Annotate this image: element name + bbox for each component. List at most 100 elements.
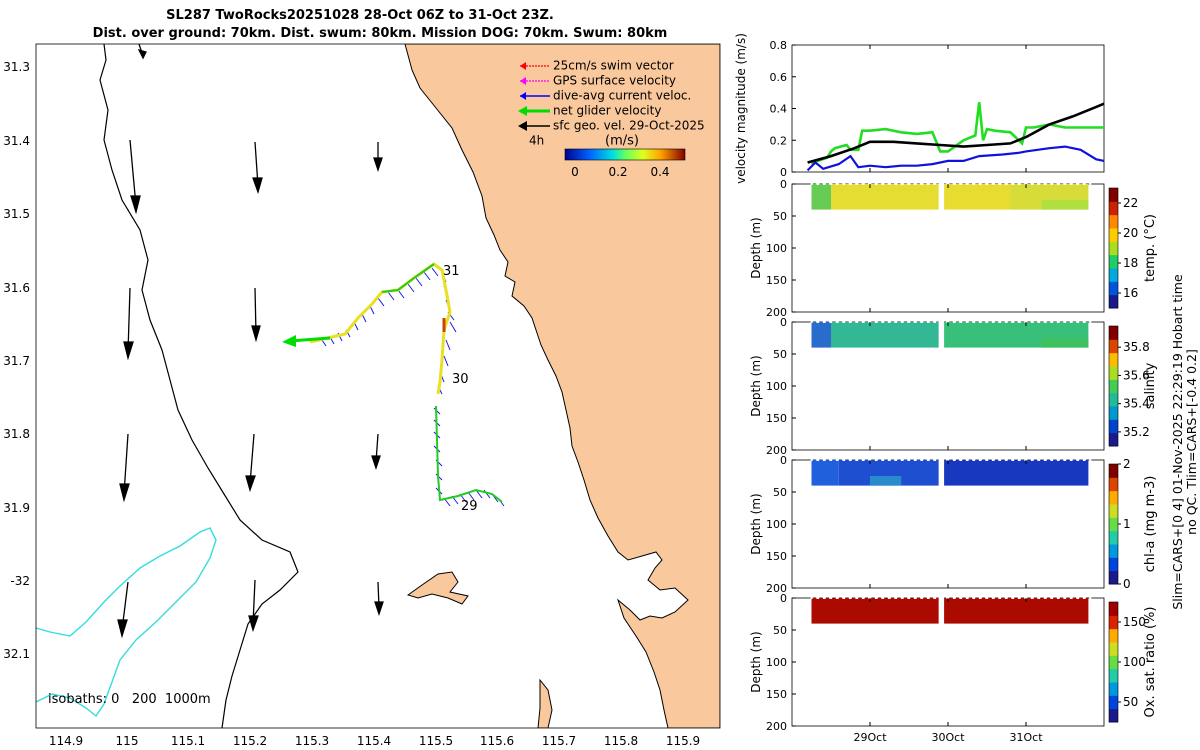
- section-y-tick: 200: [766, 306, 787, 319]
- section-y-tick: 0: [780, 178, 787, 191]
- section-data-band: [811, 322, 831, 348]
- geo-vector: [129, 139, 137, 207]
- velocity-y-tick: 0.2: [770, 134, 788, 147]
- lon-tick: 115.2: [233, 734, 267, 748]
- section-data-band: [811, 184, 831, 210]
- colorbar-segment: [1109, 339, 1118, 354]
- legend-label: dive-avg current veloc.: [553, 89, 691, 103]
- colorbar-tick: 35.2: [1123, 425, 1150, 439]
- section-y-tick: 0: [780, 454, 787, 467]
- lon-tick: 115.6: [480, 734, 514, 748]
- section-y-tick: 150: [766, 688, 787, 701]
- colorbar-segment: [1109, 406, 1118, 420]
- lat-tick: 32.1: [3, 647, 30, 661]
- net-glider-velocity-arrowhead: [282, 335, 296, 347]
- colorbar-segment: [1109, 477, 1118, 492]
- section-y-tick: 150: [766, 550, 787, 563]
- day-label-31: 31: [443, 264, 460, 279]
- legend-entry-sfc-geo: sfc geo. vel. 29-Oct-2025: [518, 119, 705, 133]
- colorbar-label: salinity: [1143, 362, 1158, 409]
- section-panel: 0 50 100 150 200 Depth (m) 0 1 2 chl-a (mg m-3): [749, 454, 1158, 595]
- velocity-panel: 0 0.2 0.4 0.6 0.8 velocity magnitude (m/s): [734, 33, 1105, 184]
- colorbar-segment: [1109, 615, 1118, 630]
- colorbar-tick: 1: [1123, 517, 1131, 531]
- colorbar-segment: [1109, 490, 1118, 505]
- map-legend: 25cm/s swim vector GPS surface velocity …: [518, 59, 705, 179]
- legend-entry-dive-avg: dive-avg current veloc.: [520, 89, 691, 103]
- side-text-line2: no QC. Tlim=CARS+[-0.4 0.2]: [1184, 349, 1199, 535]
- figure-title-line2: Dist. over ground: 70km. Dist. swum: 80k…: [92, 26, 668, 41]
- colorbar-tick: 50: [1123, 695, 1138, 709]
- section-y-tick: 100: [766, 518, 787, 531]
- colorbar-tick: 22: [1123, 196, 1138, 210]
- section-y-tick: 0: [780, 592, 787, 605]
- geo-vector-head: [252, 177, 263, 195]
- velocity-series-line: [807, 102, 1105, 164]
- net-glider-velocity-arrow: [289, 336, 331, 343]
- legend-label: sfc geo. vel. 29-Oct-2025: [553, 119, 705, 133]
- colorbar-segment: [1109, 570, 1118, 585]
- colorbar-segment: [1109, 268, 1118, 282]
- colorbar-segment: [1109, 392, 1118, 407]
- colorbar-tick: 16: [1123, 286, 1138, 300]
- speed-colorbar-tick: 0.2: [608, 165, 627, 179]
- colorbar-units: (m/s): [605, 134, 639, 149]
- velocity-y-tick: 0.6: [770, 71, 788, 84]
- colorbar-segment: [1109, 201, 1118, 216]
- map-y-axis: 31.3 31.4 31.5 31.6 31.7 31.8 31.9 -32 3…: [3, 60, 30, 661]
- colorbar-tick: 100: [1123, 655, 1146, 669]
- colorbar-segment: [1109, 366, 1118, 380]
- lon-tick: 115.1: [171, 734, 205, 748]
- speed-colorbar-tick: 0: [571, 165, 579, 179]
- velocity-ylabel: velocity magnitude (m/s): [734, 33, 748, 184]
- colorbar-segment: [1109, 214, 1118, 229]
- section-y-tick: 200: [766, 582, 787, 595]
- map-frame: [35, 43, 721, 729]
- geo-vector-head: [137, 48, 147, 60]
- time-axis: 29Oct 30Oct 31Oct: [853, 45, 1043, 744]
- lat-tick: 31.8: [3, 427, 30, 441]
- colorbar-tick: 20: [1123, 226, 1138, 240]
- isobath-200m: [99, 44, 299, 728]
- section-y-tick: 150: [766, 274, 787, 287]
- geo-vector-head: [119, 483, 130, 503]
- lat-tick: 31.3: [3, 60, 30, 74]
- colorbar-segment: [1109, 379, 1118, 394]
- section-panel: 0 50 100 150 200 Depth (m) 35.2 35.4 35.6 35.8 sal…: [749, 316, 1158, 457]
- lon-tick: 114.9: [49, 734, 83, 748]
- section-dive-scallops: [810, 319, 1092, 324]
- colorbar-tick: 18: [1123, 256, 1138, 270]
- section-data-band: [811, 598, 941, 624]
- section-y-tick: 200: [766, 444, 787, 457]
- colorbar-tick: 35.8: [1123, 340, 1150, 354]
- day-label-30: 30: [452, 372, 469, 387]
- colorbar-segment: [1109, 695, 1118, 710]
- colorbar-segment: [1109, 642, 1118, 656]
- side-annotation: Slim=CARS+[0 4] 01-Nov-2025 22:29:19 Hob…: [1170, 274, 1199, 610]
- section-ylabel: Depth (m): [749, 355, 763, 416]
- geo-vector-head: [374, 601, 384, 617]
- lon-tick: 115.3: [295, 734, 329, 748]
- colorbar-segment: [1109, 655, 1118, 670]
- land-mass: [404, 44, 720, 728]
- island-rottnest: [406, 571, 469, 605]
- lat-tick: 31.6: [3, 281, 30, 295]
- section-data-band: [940, 184, 1011, 210]
- lat-tick: 31.9: [3, 501, 30, 515]
- section-y-tick: 100: [766, 380, 787, 393]
- colorbar-segment: [1109, 557, 1118, 572]
- colorbar-segment: [1109, 602, 1118, 616]
- section-data-band: [811, 460, 839, 486]
- section-data-band: [1041, 338, 1089, 348]
- section-data-gap: [938, 458, 945, 488]
- figure-title-line1: SL287 TwoRocks20251028 28-Oct 06Z to 31-…: [166, 8, 554, 23]
- geo-vector-head: [248, 615, 259, 633]
- time-tick: 30Oct: [931, 731, 965, 744]
- colorbar-tick: 150: [1123, 615, 1146, 629]
- lon-tick: 115.8: [604, 734, 638, 748]
- colorbar-segment: [1109, 708, 1118, 723]
- colorbar-segment: [1109, 682, 1118, 696]
- isobath-1000m: [36, 527, 217, 718]
- section-data-band: [940, 460, 1089, 486]
